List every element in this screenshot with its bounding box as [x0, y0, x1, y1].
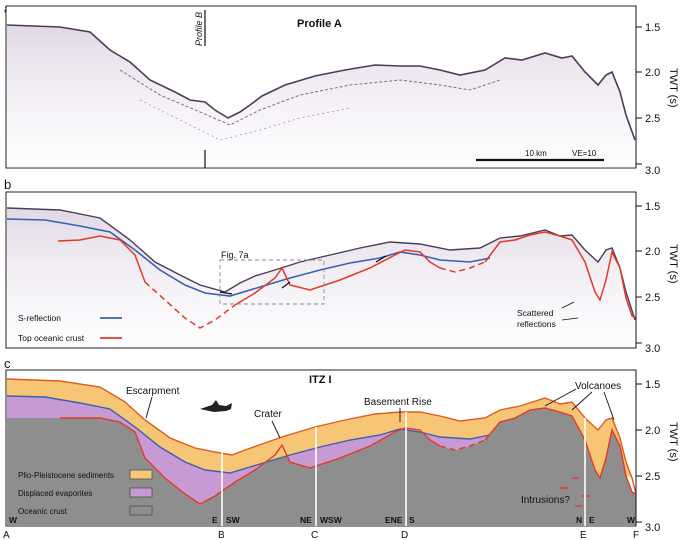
legend-crust-label: Oceanic crust — [18, 507, 68, 516]
dir-label: ENE — [385, 515, 403, 525]
legend-crust-swatch — [129, 505, 153, 516]
pos-label-c: C — [311, 530, 318, 540]
tick-c-4: 3.0 — [645, 522, 660, 534]
axis-label-c: TWT (s) — [667, 422, 679, 462]
scattered-label-2: reflections — [517, 319, 556, 329]
tick-b-1: 1.5 — [645, 201, 660, 213]
tick-b-3: 2.5 — [645, 292, 660, 304]
dir-label: SW — [226, 515, 241, 525]
legend-sediments-swatch — [129, 469, 153, 480]
pos-label-d: D — [401, 530, 408, 540]
panel-c-title: ITZ I — [309, 374, 332, 386]
tick-a-1: 1.5 — [645, 22, 660, 34]
intrusions-marks — [560, 477, 590, 507]
onlap-arrow-2 — [281, 281, 291, 289]
tick-b-4: 3.0 — [645, 343, 660, 355]
dir-label: N — [576, 515, 582, 525]
legend-evaporites-label: Displaced evaporites — [18, 489, 92, 498]
panel-a-seafloor — [6, 24, 636, 141]
pos-label-b: B — [218, 530, 225, 540]
scattered-label-1: Scattered — [517, 308, 554, 318]
oceanic-crust-body — [7, 408, 636, 525]
top-crust-dashed-right — [439, 261, 486, 273]
pos-label-e: E — [580, 530, 587, 540]
tick-c-1: 1.5 — [645, 379, 660, 391]
panel-a-seismic-body — [7, 25, 635, 168]
onlap-arrow-3 — [375, 255, 387, 263]
panel-c-letter: c — [4, 356, 11, 371]
panel-a-subreflector — [119, 69, 501, 126]
tick-a-3: 2.5 — [645, 113, 660, 125]
top-crust-line-mid — [234, 249, 441, 306]
top-crust-outline-c-right — [484, 407, 637, 495]
legend-evaporites-swatch — [129, 487, 153, 498]
panel-b-seismic-body — [7, 208, 635, 347]
dir-label: S — [409, 515, 415, 525]
dir-label: E — [589, 515, 595, 525]
legend-s-reflection-label: S-reflection — [18, 313, 61, 323]
tick-b-2: 2.0 — [645, 246, 660, 258]
basement-rise-label: Basement Rise — [364, 397, 432, 408]
bottom-labels: A B C D E F — [3, 530, 639, 540]
seafloor-outline — [6, 378, 637, 495]
twt-axes: 1.5 2.0 2.5 3.0 TWT (s) 1.5 2.0 2.5 3.0 … — [635, 6, 679, 534]
tick-a-4: 3.0 — [645, 165, 660, 177]
volcano-pointer-1 — [544, 388, 577, 407]
profile-b-label: Profile B — [194, 12, 204, 46]
panel-b-seafloor — [6, 207, 636, 321]
top-crust-line-right — [484, 231, 637, 319]
panel-a: a Profile B Profile A 10 km VE=10 — [4, 1, 637, 169]
crater-label: Crater — [254, 409, 282, 420]
scattered-arrow-1 — [561, 301, 575, 309]
top-crust-line-left — [57, 235, 146, 283]
s-reflection-line — [6, 218, 491, 297]
dir-label: NE — [300, 515, 312, 525]
escarpment-label: Escarpment — [126, 386, 180, 397]
panel-a-subreflector-2 — [139, 99, 351, 141]
tick-c-3: 2.5 — [645, 471, 660, 483]
pos-label-f: F — [633, 530, 639, 540]
dir-label: E — [212, 515, 218, 525]
escarpment-pointer — [145, 396, 153, 419]
volcano-pointer-2 — [571, 391, 593, 411]
crater-pointer — [271, 420, 281, 439]
axis-label-a: TWT (s) — [667, 68, 679, 108]
legend-sediments-label: Plio-Pleistocene sediments — [18, 471, 114, 480]
location-lines — [221, 412, 586, 526]
displaced-evaporites-body — [7, 396, 500, 504]
top-crust-dashed-c — [439, 439, 486, 451]
shark-icon — [200, 400, 232, 412]
tick-c-2: 2.0 — [645, 425, 660, 437]
fig-7a-label: Fig. 7a — [221, 250, 249, 260]
panel-b: b Fig. 7a S-reflection Top oceanic crust… — [4, 177, 637, 349]
fig-7a-box — [219, 259, 325, 305]
dir-label: WSW — [320, 515, 343, 525]
volcano-pointer-3 — [603, 391, 615, 421]
plio-pleistocene-sediments-body — [7, 379, 632, 478]
top-crust-outline-c — [60, 417, 441, 505]
scattered-arrow-2 — [561, 317, 579, 321]
legend-top-crust-label: Top oceanic crust — [18, 333, 85, 343]
pos-label-a: A — [3, 530, 10, 540]
panel-c: c Escarpment Crater — [4, 356, 637, 527]
panel-a-title: Profile A — [297, 18, 342, 30]
onlap-arrow-1 — [219, 291, 233, 295]
s-reflection-outline-c — [6, 395, 491, 474]
scale-bar-label: 10 km — [525, 149, 547, 158]
intrusions-label: Intrusions? — [521, 495, 570, 506]
dir-label: W — [9, 515, 18, 525]
panel-b-letter: b — [4, 177, 11, 192]
top-crust-dashed-trough — [144, 281, 236, 329]
axis-label-b: TWT (s) — [667, 244, 679, 284]
tick-a-2: 2.0 — [645, 67, 660, 79]
dir-label: W — [627, 515, 636, 525]
ve-label: VE=10 — [572, 149, 597, 158]
volcanoes-label: Volcanoes — [575, 381, 621, 392]
